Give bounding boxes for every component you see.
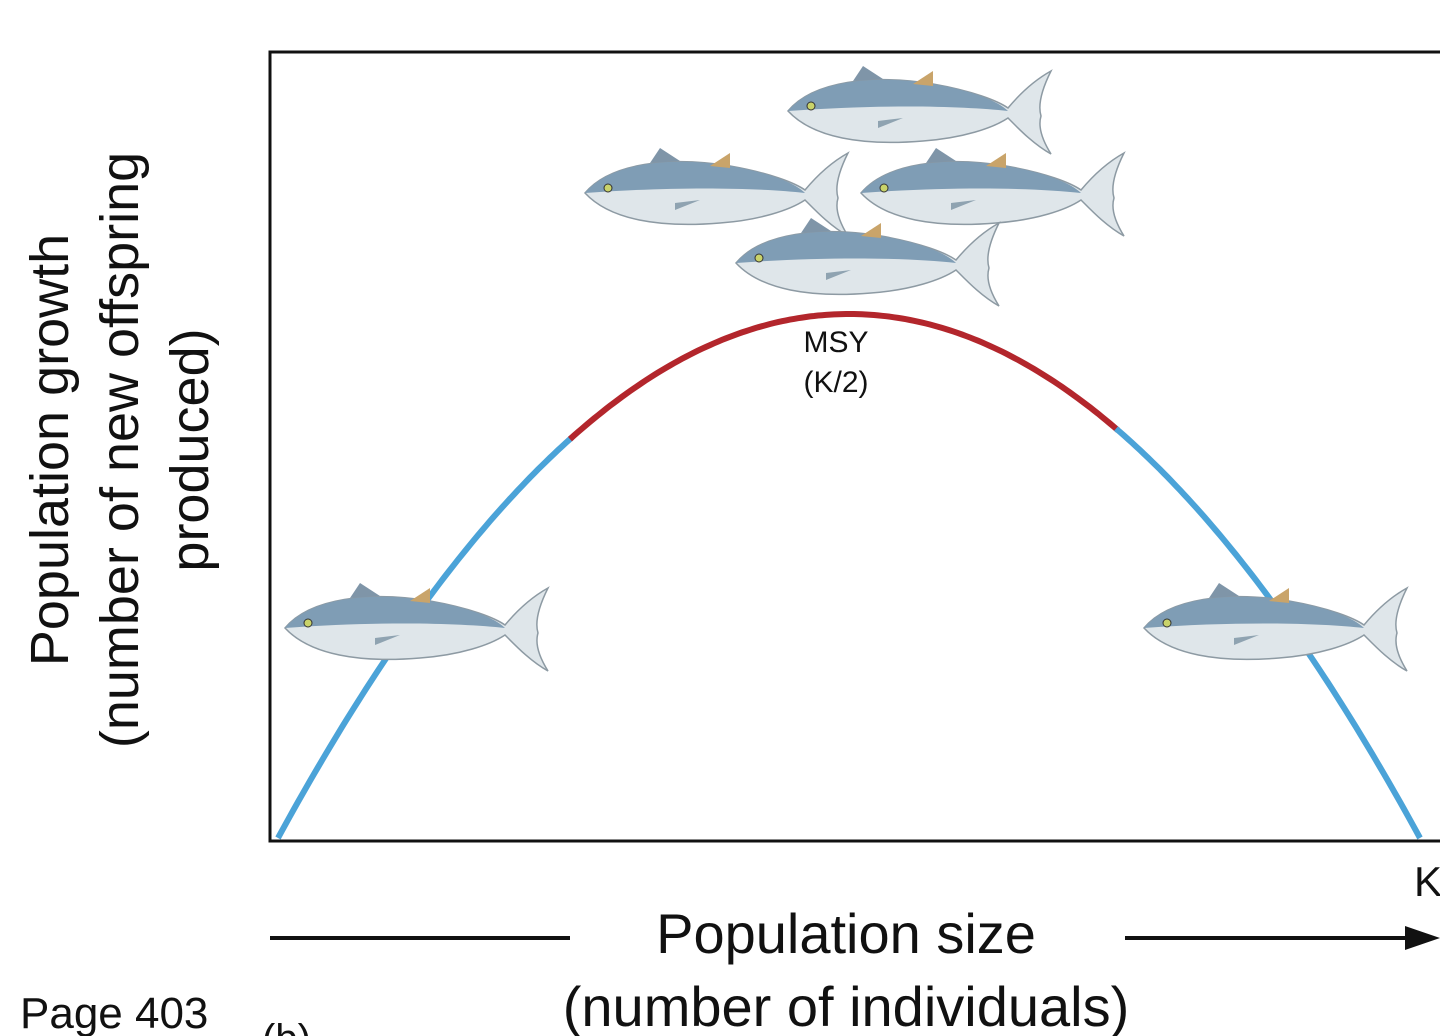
fish [1143,583,1408,672]
fish [284,583,549,672]
panel-label: (b) [262,1017,311,1036]
annotation: (K/2) [803,366,868,399]
y-axis-label: produced) [160,328,220,571]
fish [735,218,1000,307]
y-axis-label: Population growth [20,234,80,666]
fish [787,66,1052,155]
annotation: MSY [803,326,868,359]
y-axis-label: (number of new offspring [90,152,150,748]
arrow-head [1405,926,1440,950]
x-end-label: K [1414,858,1440,905]
page-number: Page 403 [20,989,208,1036]
plot-frame [268,50,1440,843]
curve-segment [567,311,1120,442]
curve-segment [1114,426,1423,840]
x-axis-label: Population size [656,902,1036,965]
fish [860,148,1125,237]
x-axis-label: (number of individuals) [563,975,1129,1036]
